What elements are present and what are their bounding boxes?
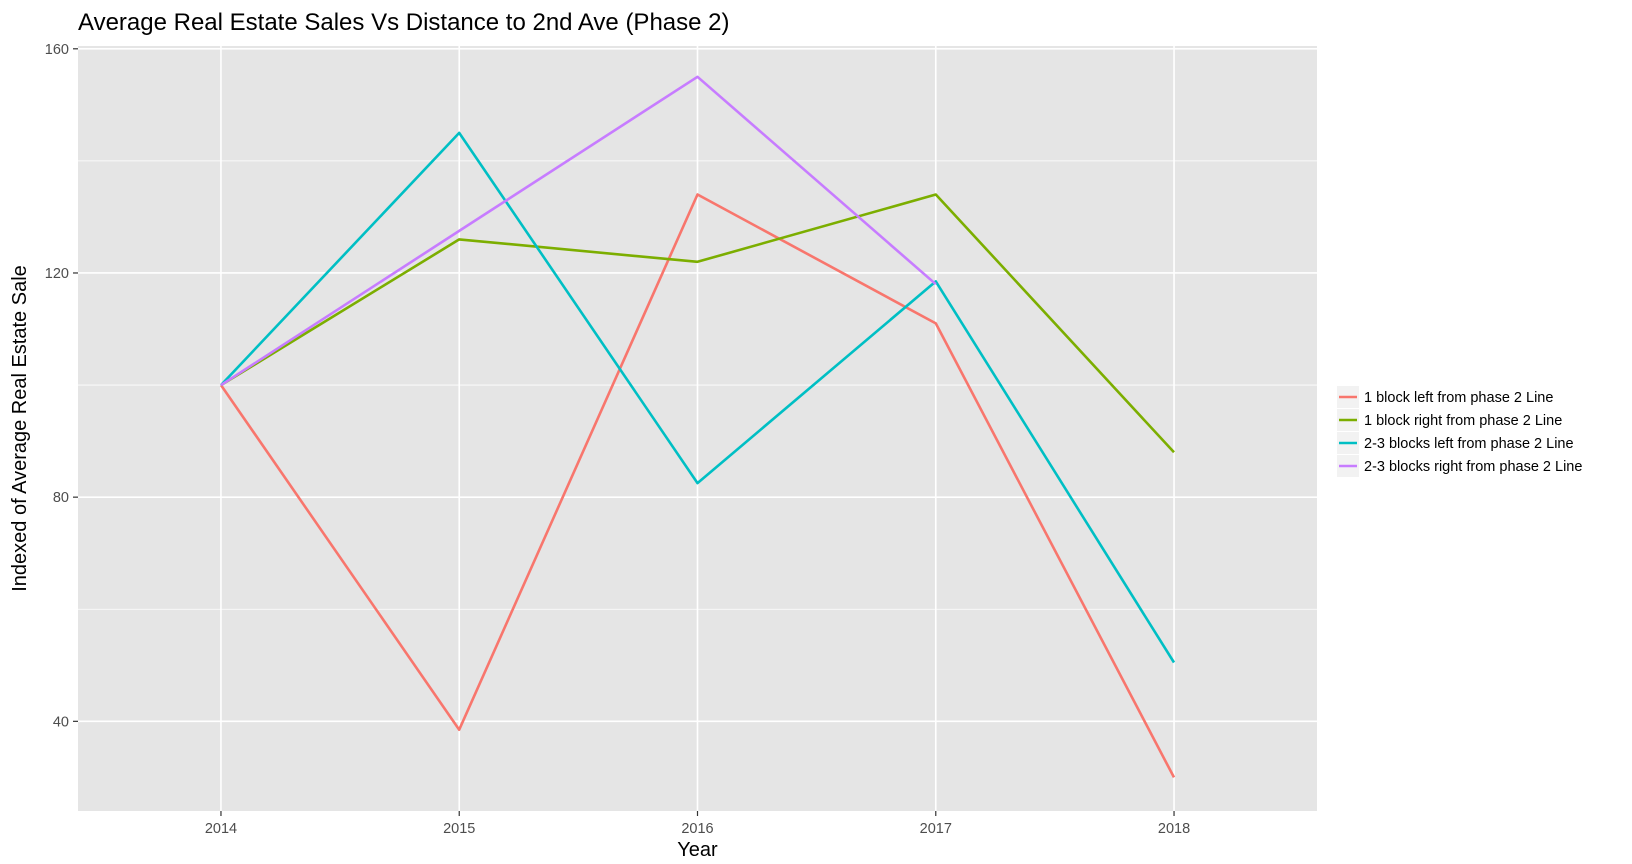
series-line-4	[220, 75, 937, 387]
series-line-3	[220, 131, 1176, 664]
legend: 1 block left from phase 2 Line 1 block ri…	[1337, 386, 1582, 477]
y-axis: 40 80 120 160	[45, 42, 78, 730]
x-tick-label: 2016	[681, 821, 713, 837]
x-tick-label: 2017	[920, 821, 952, 837]
legend-label-1: 1 block left from phase 2 Line	[1364, 390, 1553, 406]
y-tick-label: 160	[45, 42, 69, 58]
series-line-1	[219, 193, 1176, 779]
major-gridlines	[78, 46, 1317, 811]
x-axis: 2014 2015 2016 2017 2018	[205, 811, 1190, 837]
y-axis-title: Indexed of Average Real Estate Sale	[9, 265, 31, 592]
x-tick-label: 2018	[1158, 821, 1190, 837]
x-tick-label: 2014	[205, 821, 237, 837]
y-tick-label: 80	[53, 490, 69, 506]
legend-label-3: 2-3 blocks left from phase 2 Line	[1364, 436, 1574, 452]
x-tick-label: 2015	[443, 821, 475, 837]
x-axis-title: Year	[677, 839, 718, 861]
series-line-2	[220, 193, 1175, 454]
series-lines	[219, 75, 1176, 779]
legend-label-2: 1 block right from phase 2 Line	[1364, 413, 1562, 429]
y-tick-label: 120	[45, 266, 69, 282]
chart-title: Average Real Estate Sales Vs Distance to…	[78, 9, 730, 36]
y-tick-label: 40	[53, 714, 69, 730]
legend-label-4: 2-3 blocks right from phase 2 Line	[1364, 459, 1582, 475]
